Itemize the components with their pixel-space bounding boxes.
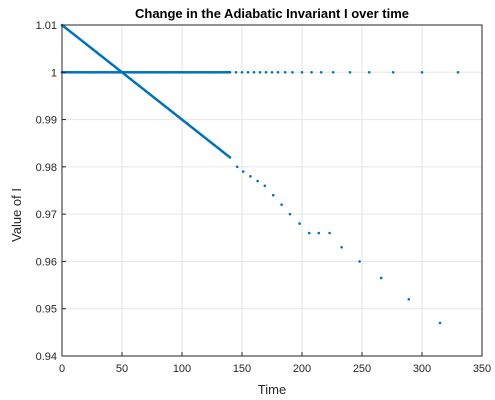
data-point: [291, 70, 294, 74]
data-point: [319, 70, 323, 74]
data-point: [288, 212, 292, 216]
data-point: [246, 70, 250, 74]
y-tick-label: 0.94: [36, 351, 57, 363]
x-tick-label: 300: [413, 363, 431, 375]
data-point: [235, 165, 239, 169]
data-point: [420, 70, 424, 74]
data-point: [228, 156, 232, 159]
data-point: [407, 297, 411, 301]
data-point: [367, 70, 371, 74]
data-point: [328, 231, 331, 235]
data-point: [317, 231, 321, 235]
data-point: [249, 175, 252, 178]
data-points: [60, 23, 460, 325]
data-point: [234, 70, 238, 74]
data-point: [263, 184, 267, 188]
data-point: [241, 170, 245, 173]
data-point: [252, 70, 256, 74]
y-tick-label: 0.96: [36, 256, 57, 268]
data-point: [283, 70, 287, 74]
x-axis-label: Time: [258, 382, 286, 397]
data-point: [379, 276, 383, 280]
x-tick-label: 100: [173, 363, 191, 375]
data-point: [340, 245, 343, 249]
data-point: [456, 70, 460, 74]
data-point: [280, 203, 283, 206]
chart-title: Change in the Adiabatic Invariant I over…: [135, 6, 409, 21]
x-tick-label: 0: [59, 363, 65, 375]
y-tick-label: 1.01: [36, 20, 57, 32]
data-point: [298, 222, 301, 225]
x-tick-label: 200: [293, 363, 311, 375]
y-tick-label: 0.97: [36, 209, 57, 221]
data-point: [438, 321, 442, 325]
data-point: [270, 70, 274, 74]
data-point: [276, 70, 280, 74]
grid: [61, 24, 483, 357]
x-tick-label: 50: [116, 363, 128, 375]
data-point: [331, 70, 335, 74]
data-point: [271, 193, 275, 197]
data-point: [256, 179, 259, 183]
data-point: [300, 70, 304, 74]
x-tick-label: 150: [233, 363, 251, 375]
data-point: [264, 70, 268, 74]
x-tick-label: 250: [353, 363, 371, 375]
data-point: [391, 70, 395, 74]
data-point: [310, 70, 313, 74]
x-tick-label: 350: [473, 363, 491, 375]
data-point: [258, 70, 262, 74]
y-tick-label: 0.99: [36, 115, 57, 127]
data-point: [307, 231, 311, 235]
plot-frame: [61, 24, 483, 357]
y-axis-label: Value of I: [9, 188, 24, 242]
data-point: [358, 260, 361, 263]
y-tick-label: 0.95: [36, 304, 57, 316]
data-point: [348, 70, 352, 74]
y-tick-label: 1: [51, 67, 57, 79]
y-tick-label: 0.98: [36, 162, 57, 174]
ticks: 0 50 100 150 200 250 300 350 0.94 0.95 0.96 0.97 0.9…: [36, 20, 492, 375]
data-point: [240, 70, 244, 74]
data-point: [228, 70, 232, 74]
